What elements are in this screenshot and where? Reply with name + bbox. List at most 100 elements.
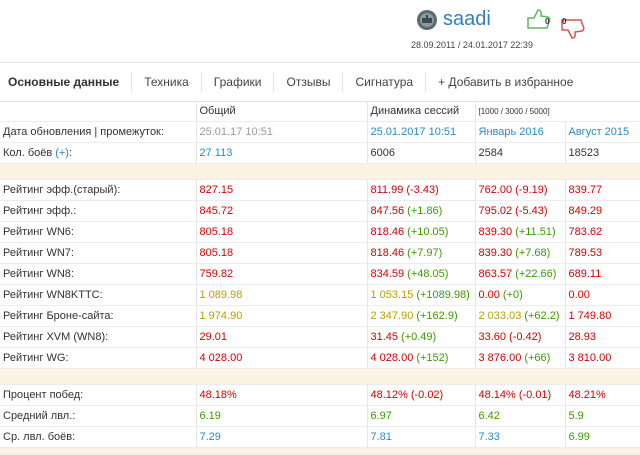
stat-cell: 4 028.00: [196, 347, 368, 369]
label-tail: :: [68, 147, 73, 159]
row-label: Средний лвл.:: [0, 405, 197, 427]
stat-cell: 7.33: [475, 426, 566, 448]
stat-value: 6.97: [370, 410, 392, 422]
dislikes-count: 0: [562, 17, 567, 26]
stat-delta: (+162.9): [416, 310, 458, 322]
stat-value: 783.62: [568, 226, 603, 238]
stat-value: 5.9: [568, 410, 584, 422]
stat-value: 4 028.00: [370, 352, 414, 364]
username[interactable]: saadi: [443, 8, 491, 30]
label-link[interactable]: (+): [55, 147, 69, 159]
stat-delta: (+48.05): [407, 268, 449, 280]
stat-value: 6.42: [478, 410, 500, 422]
label-text: Средний лвл.:: [3, 410, 76, 422]
stat-value: 839.77: [568, 184, 603, 196]
stat-cell: 845.72: [196, 200, 368, 222]
stat-delta: (-5.43): [515, 205, 548, 217]
stat-value: 33.60: [478, 331, 507, 343]
tab[interactable]: Техника: [132, 72, 202, 92]
stat-cell: 0.00 (+0): [475, 284, 566, 306]
stat-cell: 1 749.80: [565, 305, 640, 327]
stat-cell: 18523: [565, 142, 640, 164]
stat-cell: 25.01.2017 10:51: [367, 121, 476, 143]
stat-value: 811.99: [370, 184, 404, 196]
stat-value: 827.15: [199, 184, 234, 196]
stat-cell: 849.29: [565, 200, 640, 222]
stat-row: Рейтинг WN8KTTC: 1 089.98 1 053.15 (+1089.9…: [0, 284, 640, 306]
label-text: Рейтинг WN8:: [3, 268, 74, 280]
stat-delta: (-0.42): [509, 331, 542, 343]
separator-cell: [0, 447, 640, 455]
stat-value: 27 113: [199, 147, 233, 159]
stat-value: 25.01.17 10:51: [199, 126, 273, 138]
label-text: Рейтинг WG:: [3, 352, 69, 364]
stat-value: Август 2015: [568, 126, 630, 138]
stat-cell: 29.01: [196, 326, 368, 348]
stat-value: 28.93: [568, 331, 597, 343]
stat-row: Процент побед: 48.18% 48.12% (-0.02) 48.14%(…: [0, 384, 640, 406]
stat-cell: 863.57 (+22.66): [475, 263, 566, 285]
stat-value: 1 974.90: [199, 310, 243, 322]
stat-cell: 839.30 (+11.51): [475, 221, 566, 243]
stat-cell: 48.18%: [196, 384, 368, 406]
stat-cell: 795.02 (-5.43): [475, 200, 566, 222]
row-label: Рейтинг эфф.:: [0, 200, 197, 222]
stat-value: 7.33: [478, 431, 500, 443]
label-text: Рейтинг WN7:: [3, 247, 74, 259]
stat-value: 2 033.03: [478, 310, 522, 322]
stat-cell: 3 876.00 (+66): [475, 347, 566, 369]
row-label: Процент побед:: [0, 384, 197, 406]
stat-value: 0.00: [568, 289, 590, 301]
stat-cell: 834.59 (+48.05): [367, 263, 476, 285]
stat-value: 759.82: [199, 268, 234, 280]
stat-cell: 6.42: [475, 405, 566, 427]
stat-delta: (-0.02): [410, 389, 444, 401]
label-text: Ср. лвл. боёв:: [3, 431, 76, 443]
separator-row: [0, 447, 640, 455]
stat-delta: (+0.49): [401, 331, 437, 343]
stat-cell: Август 2015: [565, 121, 640, 143]
stat-row: Рейтинг эфф.: 845.72 847.56 (+1.86) 795.02 (-…: [0, 200, 640, 222]
stat-cell: 27 113: [196, 142, 368, 164]
row-label: Рейтинг WN8KTTC:: [0, 284, 197, 306]
stat-value: 1 749.80: [568, 310, 612, 322]
stat-value: 6.99: [568, 431, 590, 443]
stat-value: 48.12%: [370, 389, 408, 401]
stat-cell: 0.00: [565, 284, 640, 306]
stat-delta: (+152): [416, 352, 449, 364]
stat-delta: (+11.51): [515, 226, 556, 238]
stat-row: Рейтинг WN7: 805.18 818.46 (+7.97) 839.30 (+7…: [0, 242, 640, 264]
stat-value: 25.01.2017 10:51: [370, 126, 457, 138]
tab[interactable]: Отзывы: [274, 72, 344, 92]
stat-cell: 1 089.98: [196, 284, 368, 306]
stat-value: 1 053.15: [370, 289, 414, 301]
tab[interactable]: Графики: [202, 72, 275, 92]
row-label: Ср. лвл. боёв:: [0, 426, 197, 448]
tab[interactable]: Основные данные: [0, 72, 133, 92]
label-text: Дата обновления | промежуток:: [3, 126, 164, 138]
row-label: Дата обновления | промежуток:: [0, 121, 197, 143]
row-label: Рейтинг эфф.(старый):: [0, 179, 197, 201]
label-text: Кол. боёв: [3, 147, 53, 159]
stat-cell: 48.12% (-0.02): [367, 384, 476, 406]
stat-cell: 31.45 (+0.49): [367, 326, 476, 348]
stat-cell: 6.97: [367, 405, 476, 427]
label-text: Рейтинг эфф.:: [3, 205, 77, 217]
stat-cell: 2 033.03 (+62.2): [475, 305, 566, 327]
likes-count: 0: [545, 17, 550, 26]
stat-value: 48.18%: [199, 389, 237, 401]
stat-cell: 759.82: [196, 263, 368, 285]
rating-thumbs[interactable]: [524, 6, 588, 42]
stat-cell: 33.60 (-0.42): [475, 326, 566, 348]
stat-cell: 762.00 (-9.19): [475, 179, 566, 201]
stat-cell: 48.14% (-0.01): [475, 384, 566, 406]
stat-value: 689.11: [568, 268, 602, 280]
row-label: Рейтинг WG:: [0, 347, 197, 369]
label-text: Рейтинг XVM (WN8):: [3, 331, 109, 343]
stat-cell: 839.77: [565, 179, 640, 201]
tab[interactable]: + Добавить в избранное: [438, 75, 574, 89]
stat-value: 818.46: [370, 247, 405, 259]
tab[interactable]: Сигнатура: [343, 72, 427, 92]
stat-cell: 811.99 (-3.43): [367, 179, 476, 201]
stat-value: 7.29: [199, 431, 221, 443]
